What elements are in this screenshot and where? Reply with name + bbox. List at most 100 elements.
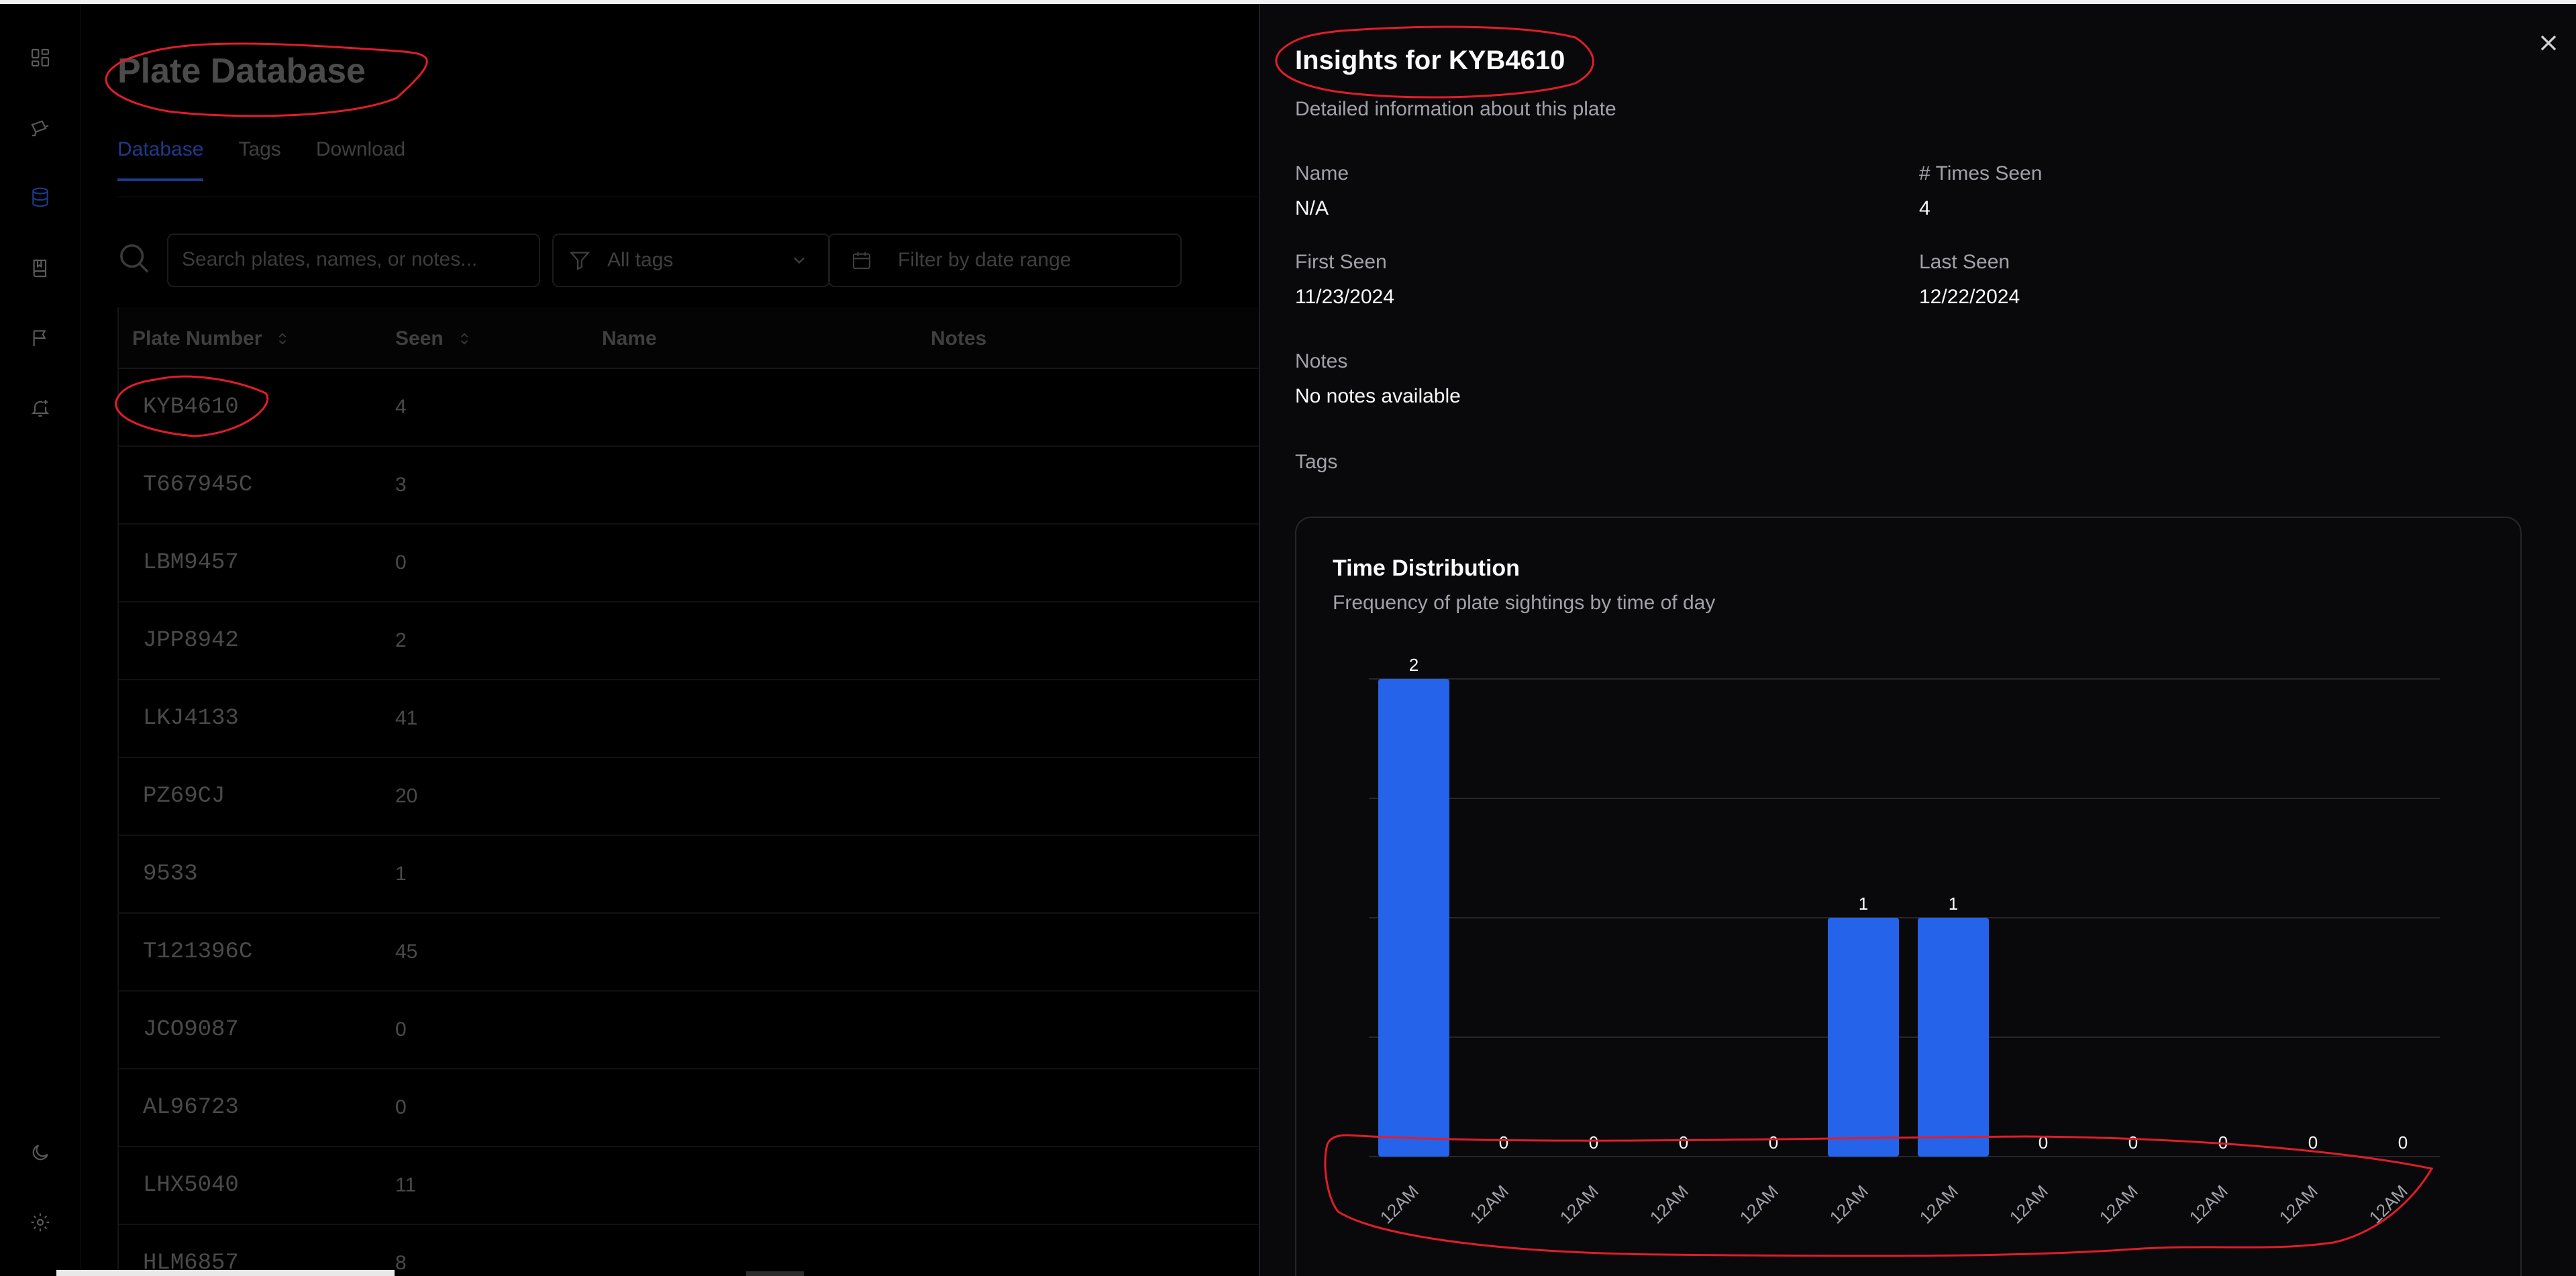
- gear-icon[interactable]: [30, 1212, 51, 1233]
- plates-table: Plate Number Seen Name Notes KYB4610 4 T6…: [117, 307, 1259, 1276]
- table-row[interactable]: KYB4610 4: [119, 369, 1259, 447]
- close-icon[interactable]: [2535, 30, 2562, 56]
- table-row[interactable]: LBM9457 0: [119, 525, 1259, 602]
- plate-number: AL96723: [143, 1095, 239, 1120]
- plate-number: T121396C: [143, 939, 253, 965]
- field-value: 11/23/2024: [1295, 286, 1394, 308]
- data-label: 0: [2308, 1132, 2318, 1153]
- tab-download[interactable]: Download: [315, 138, 406, 160]
- seen-count: 41: [395, 707, 418, 729]
- data-label: 0: [1679, 1132, 1688, 1153]
- data-label: 0: [2398, 1132, 2408, 1153]
- camera-icon[interactable]: [30, 117, 51, 138]
- tab-database[interactable]: Database: [117, 138, 204, 181]
- seen-count: 1: [395, 863, 407, 885]
- table-header: Plate Number Seen Name Notes: [119, 307, 1259, 369]
- field-label: Notes: [1295, 350, 1348, 372]
- column-header-plate[interactable]: Plate Number: [132, 327, 290, 350]
- date-range-placeholder: Filter by date range: [898, 249, 1072, 271]
- table-row[interactable]: AL96723 0: [119, 1069, 1259, 1147]
- chart-bar: [1918, 918, 1989, 1157]
- x-tick-label: 12AM: [1646, 1181, 1692, 1227]
- data-label: 0: [2128, 1132, 2138, 1153]
- table-row[interactable]: 9533 1: [119, 836, 1259, 914]
- plate-number: LBM9457: [143, 550, 239, 576]
- date-range-filter[interactable]: Filter by date range: [828, 233, 1182, 287]
- field-notes: Notes No notes available: [1295, 350, 1461, 408]
- seen-count: 4: [395, 396, 407, 418]
- sort-icon: [460, 333, 468, 345]
- card-title: Time Distribution: [1333, 555, 1520, 581]
- filter-icon: [568, 249, 591, 272]
- plate-number: LKJ4133: [143, 706, 239, 731]
- plate-number: T667945C: [143, 472, 253, 498]
- scrollbar-thumb[interactable]: [746, 1271, 804, 1276]
- horizontal-scrollbar[interactable]: [56, 1270, 395, 1276]
- panel-subtitle: Detailed information about this plate: [1295, 98, 1616, 120]
- search-box: [167, 233, 540, 287]
- data-label: 0: [1589, 1132, 1598, 1153]
- table-row[interactable]: T121396C 45: [119, 914, 1259, 992]
- search-input[interactable]: [168, 235, 532, 284]
- seen-count: 2: [395, 629, 407, 651]
- x-tick-label: 12AM: [1916, 1181, 1962, 1227]
- field-label: Name: [1295, 162, 1349, 184]
- field-label: Tags: [1295, 451, 1338, 473]
- field-last-seen: Last Seen 12/22/2024: [1919, 251, 2020, 309]
- data-label: 0: [2218, 1132, 2228, 1153]
- x-tick-label: 12AM: [1736, 1181, 1782, 1227]
- time-distribution-card: Time Distribution Frequency of plate sig…: [1295, 517, 2522, 1276]
- field-value: N/A: [1295, 197, 1329, 219]
- x-tick-label: 12AM: [1466, 1181, 1512, 1227]
- seen-count: 0: [395, 551, 407, 574]
- x-tick-label: 12AM: [1556, 1181, 1602, 1227]
- data-label: 0: [1499, 1132, 1508, 1153]
- table-row[interactable]: JPP8942 2: [119, 602, 1259, 680]
- field-first-seen: First Seen 11/23/2024: [1295, 251, 1394, 309]
- x-tick-label: 12AM: [2096, 1181, 2142, 1227]
- table-row[interactable]: LHX5040 11: [119, 1147, 1259, 1225]
- data-label: 0: [2039, 1132, 2048, 1153]
- chart-bar: [1378, 679, 1449, 1157]
- table-row[interactable]: JCO9087 0: [119, 992, 1259, 1069]
- panel-title: Insights for KYB4610: [1295, 46, 1565, 75]
- sidebar: [0, 4, 81, 1276]
- table-row[interactable]: PZ69CJ 20: [119, 758, 1259, 836]
- flag-icon[interactable]: [30, 327, 51, 349]
- table-row[interactable]: LKJ4133 41: [119, 680, 1259, 758]
- column-header-seen[interactable]: Seen: [395, 327, 472, 350]
- plate-number: LHX5040: [143, 1173, 239, 1198]
- plate-number: PZ69CJ: [143, 784, 225, 809]
- card-subtitle: Frequency of plate sightings by time of …: [1333, 592, 1716, 614]
- book-icon[interactable]: [30, 258, 51, 279]
- plate-number: 9533: [143, 861, 198, 887]
- seen-count: 8: [395, 1252, 407, 1274]
- data-label: 1: [1949, 894, 1958, 914]
- data-label: 2: [1409, 655, 1419, 675]
- seen-count: 20: [395, 785, 418, 807]
- dashboard-icon[interactable]: [30, 47, 51, 68]
- column-header-name: Name: [602, 327, 657, 350]
- table-row[interactable]: T667945C 3: [119, 447, 1259, 525]
- seen-count: 0: [395, 1096, 407, 1118]
- plate-number: JPP8942: [143, 628, 239, 653]
- x-tick-label: 12AM: [2185, 1181, 2232, 1227]
- x-tick-label: 12AM: [2006, 1181, 2052, 1227]
- field-value: No notes available: [1295, 385, 1461, 407]
- tab-bar: Database Tags Download: [117, 138, 405, 181]
- database-icon[interactable]: [30, 187, 51, 208]
- field-name: Name N/A: [1295, 162, 1349, 220]
- tag-filter-select[interactable]: All tags: [552, 233, 830, 287]
- table-row[interactable]: HLM6857 8: [119, 1225, 1259, 1276]
- main-content: Plate Database Database Tags Download Al…: [81, 4, 1259, 1276]
- chevron-down-icon: [790, 251, 809, 270]
- bell-icon[interactable]: [30, 397, 51, 419]
- moon-icon[interactable]: [30, 1142, 51, 1163]
- plate-number: KYB4610: [143, 394, 239, 420]
- tab-tags[interactable]: Tags: [238, 138, 281, 160]
- field-value: 4: [1919, 197, 1930, 219]
- column-header-plate-label: Plate Number: [132, 327, 262, 350]
- field-times-seen: # Times Seen 4: [1919, 162, 2042, 220]
- x-tick-label: 12AM: [2365, 1181, 2412, 1227]
- x-tick-label: 12AM: [1376, 1181, 1423, 1227]
